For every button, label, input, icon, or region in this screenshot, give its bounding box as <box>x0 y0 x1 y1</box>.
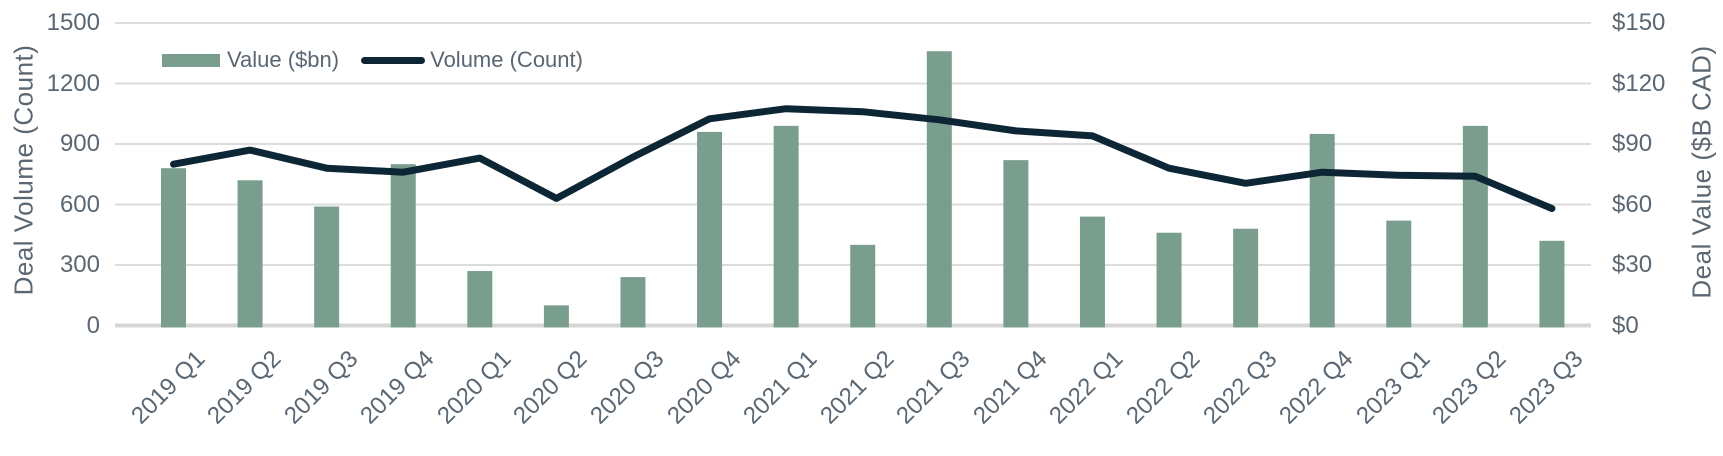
legend-label-value: Value ($bn) <box>227 47 340 72</box>
left-axis-tick: 600 <box>59 190 100 218</box>
right-axis-tick: $60 <box>1612 190 1653 218</box>
volume-line <box>170 105 1556 212</box>
left-axis-tick: 1500 <box>46 9 100 36</box>
left-axis-tick: 0 <box>86 311 100 339</box>
bar-2019-q2 <box>237 180 263 328</box>
legend-label-volume: Volume (Count) <box>430 47 583 72</box>
right-axis-tick: $120 <box>1612 69 1666 97</box>
bar-2022-q4 <box>1309 133 1335 328</box>
right-axis-tick: $0 <box>1612 311 1639 339</box>
right-axis-tick: $90 <box>1612 130 1653 157</box>
bar-2023-q1 <box>1386 220 1412 328</box>
bar-2019-q4 <box>390 164 416 328</box>
bar-2021-q2 <box>850 244 876 328</box>
right-axis-tick: $150 <box>1612 9 1666 36</box>
bar-2019-q3 <box>314 206 340 328</box>
bar-2020-q2 <box>543 305 569 328</box>
bar-2022-q2 <box>1156 232 1182 328</box>
bar-2020-q4 <box>697 131 723 328</box>
legend: Value ($bn) Volume (Count) <box>162 47 583 72</box>
bar-series-swatch-icon <box>162 53 220 67</box>
bar-2020-q3 <box>620 277 646 328</box>
bar-2022-q1 <box>1079 216 1105 328</box>
bar-2023-q3 <box>1539 240 1565 328</box>
bar-2022-q3 <box>1233 228 1259 328</box>
bar-2019-q1 <box>161 168 186 328</box>
left-axis-tick: 300 <box>59 251 100 278</box>
bar-2021-q1 <box>773 125 799 328</box>
line-series-swatch-icon <box>361 56 426 64</box>
bar-2023-q2 <box>1462 125 1488 328</box>
bar-2021-q3 <box>926 51 952 328</box>
bar-2020-q1 <box>467 271 493 328</box>
bar-2021-q4 <box>1003 160 1029 328</box>
left-axis-tick: 1200 <box>46 69 100 97</box>
right-axis-tick: $30 <box>1612 251 1653 278</box>
left-axis-tick: 900 <box>59 130 100 157</box>
